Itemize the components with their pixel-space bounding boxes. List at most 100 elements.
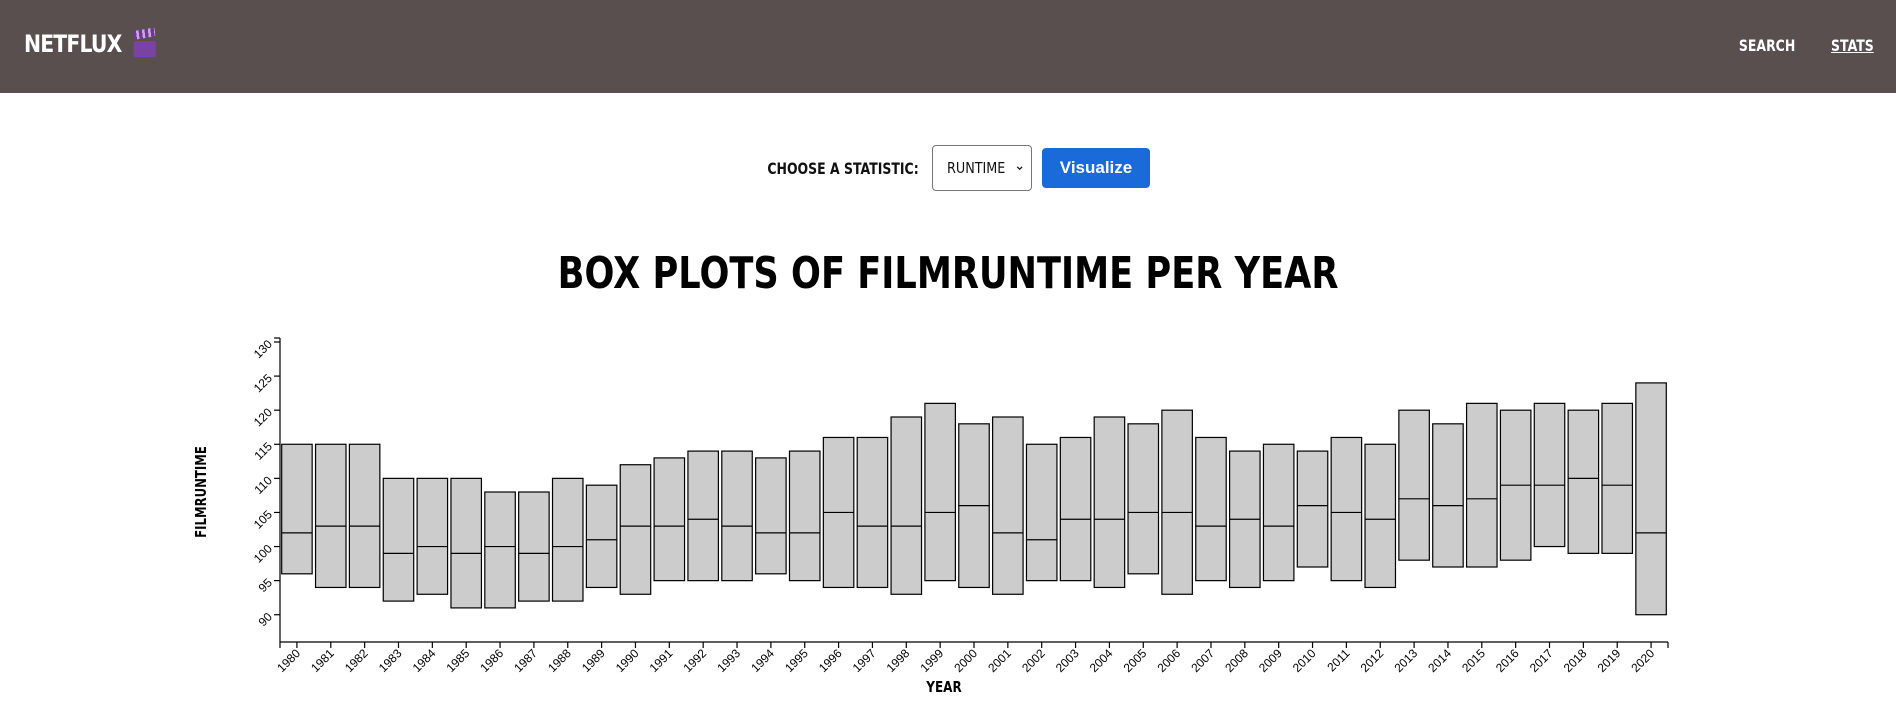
x-tick-label: 1982	[342, 646, 371, 675]
x-tick-label: 1984	[410, 646, 439, 675]
chevron-down-icon	[1016, 166, 1023, 171]
nav-link-stats[interactable]: STATS	[1831, 36, 1874, 55]
x-tick-label: 2005	[1121, 646, 1150, 675]
boxes-group	[281, 382, 1667, 616]
x-tick-label: 1989	[579, 646, 608, 675]
box-1980	[281, 443, 313, 575]
box-1990	[619, 464, 652, 595]
box-1995	[788, 450, 821, 582]
clapperboard-icon	[132, 27, 156, 57]
box-2007	[1195, 436, 1227, 582]
box-1986	[484, 491, 516, 609]
box-1988	[551, 477, 584, 602]
box-1987	[518, 491, 550, 602]
x-tick-label: 1998	[884, 646, 913, 675]
box-1991	[653, 457, 686, 582]
x-tick-label: 2011	[1324, 646, 1352, 674]
y-tick-label: 130	[251, 337, 275, 361]
y-axis: 90 95 100 105 110 115 120 125 130	[251, 337, 281, 642]
box-1994	[755, 457, 787, 575]
y-tick-label: 125	[251, 371, 275, 395]
nav-link-search[interactable]: SEARCH	[1738, 36, 1796, 55]
x-tick-label: 1991	[647, 646, 676, 675]
y-axis-label: FILMRUNTIME	[194, 446, 211, 538]
x-tick-label: 2012	[1358, 646, 1387, 675]
y-tick-label: 90	[256, 610, 276, 630]
x-tick-label: 2019	[1595, 646, 1624, 675]
chart-title-text: BOX PLOTS OF FILMRUNTIME PER YEAR	[557, 248, 1339, 299]
x-tick-label: 2020	[1628, 646, 1657, 675]
statistic-select[interactable]: RUNTIME	[932, 145, 1033, 191]
y-tick-label: 120	[251, 405, 275, 429]
x-tick-label: 2016	[1493, 646, 1522, 675]
statistic-select-value: RUNTIME	[947, 159, 1006, 177]
box-2002	[1025, 443, 1058, 582]
x-tick-label: 2009	[1256, 646, 1285, 675]
x-tick-label: 1987	[511, 646, 540, 675]
x-tick-label: 1981	[308, 646, 337, 675]
x-tick-label: 1988	[545, 646, 574, 675]
x-tick-label: 1997	[850, 646, 879, 675]
x-tick-label: 2017	[1527, 646, 1556, 675]
box-2020	[1635, 382, 1667, 616]
box-2009	[1262, 443, 1295, 582]
box-2014	[1432, 423, 1464, 568]
x-tick-label: 2006	[1154, 646, 1183, 675]
chart-title: BOX PLOTS OF FILMRUNTIME PER YEAR	[0, 248, 1896, 299]
x-tick-label: 2003	[1053, 646, 1082, 675]
box-1984	[416, 477, 449, 595]
x-tick-label: 1990	[613, 646, 642, 675]
x-tick-label: 2013	[1391, 646, 1420, 675]
x-axis-label: YEAR	[925, 679, 962, 697]
x-tick-label: 1995	[782, 646, 811, 675]
box-1981	[314, 443, 347, 589]
main-nav: SEARCH STATS	[1723, 36, 1874, 55]
x-tick-label: 2018	[1561, 646, 1590, 675]
y-tick-label: 105	[251, 507, 275, 531]
box-1983	[382, 477, 415, 602]
box-1997	[856, 436, 889, 589]
x-tick-label: 1999	[917, 646, 946, 675]
box-1998	[890, 416, 923, 595]
x-tick-label: 1994	[748, 646, 777, 675]
x-tick-label: 2010	[1290, 646, 1319, 675]
brand-logo[interactable]: NETFLUX	[24, 27, 156, 58]
box-1985	[450, 477, 483, 609]
y-tick-label: 115	[252, 439, 276, 463]
x-tick-label: 2014	[1425, 646, 1454, 675]
box-1999	[924, 402, 956, 582]
x-tick-label: 2001	[985, 646, 1014, 675]
box-2006	[1161, 409, 1193, 595]
x-tick-label: 2007	[1188, 646, 1217, 675]
x-tick-label: 2004	[1087, 646, 1116, 675]
x-tick-label: 2015	[1459, 646, 1488, 675]
box-1993	[721, 450, 753, 582]
x-tick-label: 2008	[1222, 646, 1251, 675]
box-2019	[1601, 402, 1634, 554]
box-2011	[1330, 436, 1363, 582]
box-2003	[1059, 436, 1092, 582]
x-tick-label: 1985	[444, 646, 473, 675]
x-tick-label: 1996	[816, 646, 845, 675]
box-2005	[1127, 423, 1160, 575]
visualize-button[interactable]: Visualize	[1042, 148, 1151, 188]
top-navbar: NETFLUX SEARCH STATS	[0, 0, 1896, 93]
statistic-label: CHOOSE A STATISTIC:	[767, 158, 919, 178]
x-tick-label: 2000	[951, 646, 980, 675]
box-2001	[992, 416, 1024, 595]
x-tick-label: 1986	[477, 646, 506, 675]
box-1992	[687, 450, 720, 582]
y-tick-label: 110	[252, 473, 276, 497]
box-1989	[585, 484, 618, 589]
x-tick-label: 1993	[714, 646, 743, 675]
statistic-controls: CHOOSE A STATISTIC: RUNTIME Visualize	[0, 145, 1896, 191]
box-2018	[1567, 409, 1600, 554]
x-tick-label: 1980	[274, 646, 303, 675]
brand-name: NETFLUX	[24, 30, 122, 58]
box-2012	[1364, 443, 1397, 589]
y-tick-label: 100	[251, 541, 275, 565]
x-tick-label: 2002	[1019, 646, 1048, 675]
box-2013	[1398, 409, 1430, 561]
box-2004	[1093, 416, 1126, 589]
box-2017	[1533, 402, 1566, 548]
